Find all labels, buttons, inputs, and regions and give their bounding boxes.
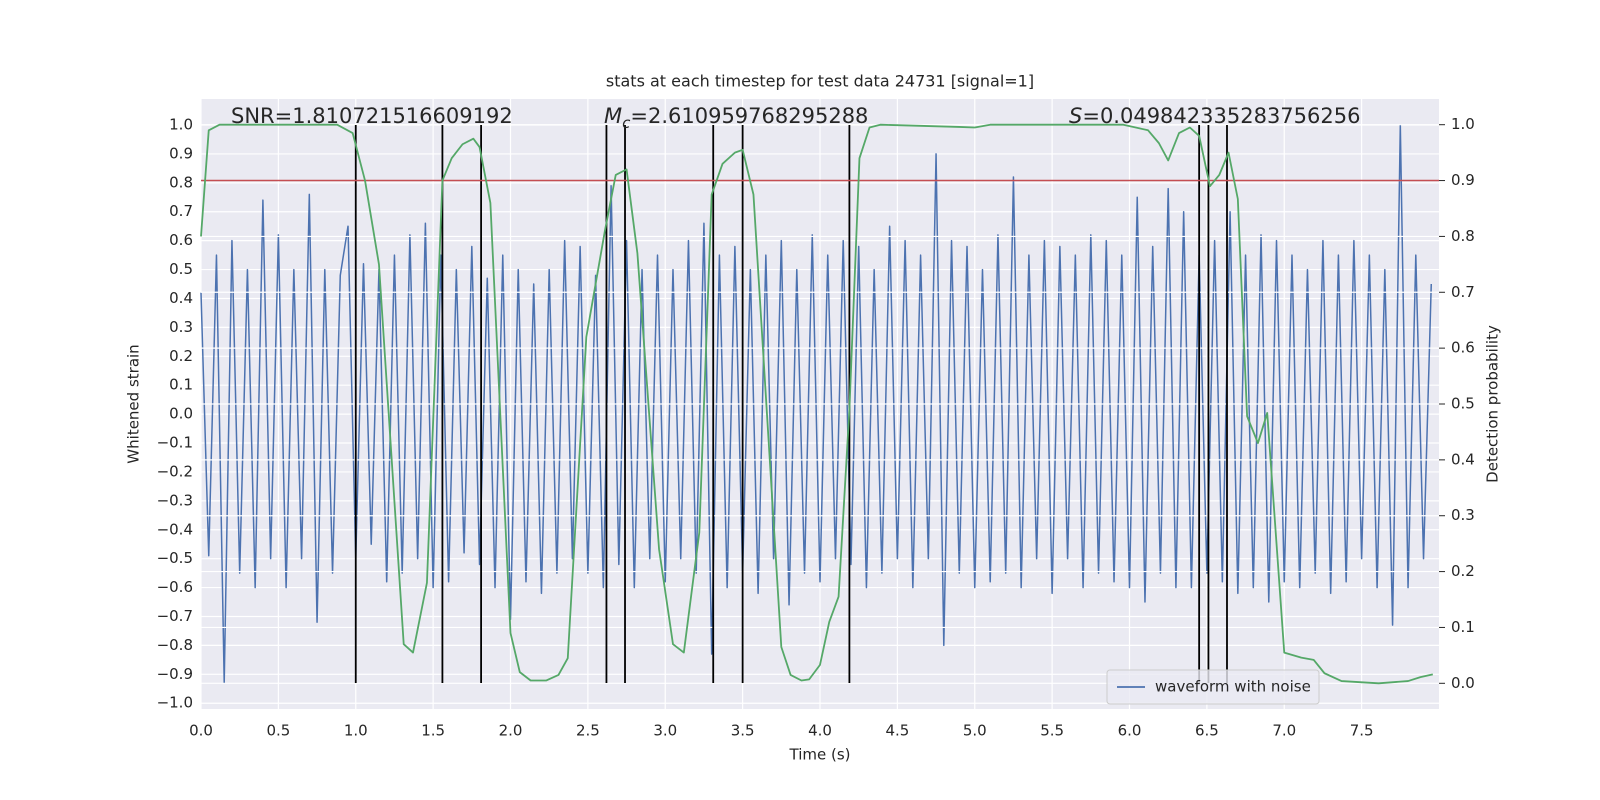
annotation: Mc=2.610959768295288 xyxy=(604,104,868,132)
y2-tick-label: 0.6 xyxy=(1451,339,1475,357)
y-tick-label: 1.0 xyxy=(169,116,193,134)
y2-tick-label: 0.3 xyxy=(1451,506,1475,524)
y-tick-label: −0.2 xyxy=(157,462,193,480)
y-tick-label: 0.2 xyxy=(169,347,193,365)
x-tick-label: 0.0 xyxy=(189,722,213,740)
annotation-label: SNR xyxy=(231,104,275,128)
y-tick-label: 0.4 xyxy=(169,289,193,307)
x-tick-label: 1.0 xyxy=(344,722,368,740)
y-axis-label: Whitened strain xyxy=(125,344,143,463)
legend: waveform with noise xyxy=(1106,669,1320,705)
y-tick-label: −0.7 xyxy=(157,607,193,625)
x-tick-label: 1.5 xyxy=(421,722,445,740)
y-tick-label: 0.7 xyxy=(169,202,193,220)
x-tick-label: 2.5 xyxy=(576,722,600,740)
y-tick-label: −0.8 xyxy=(157,636,193,654)
x-tick-label: 5.5 xyxy=(1040,722,1064,740)
y-tick-label: 0.3 xyxy=(169,318,193,336)
x-tick-label: 0.5 xyxy=(266,722,290,740)
legend-box xyxy=(1106,669,1320,705)
y-tick-label: 0.0 xyxy=(169,405,193,423)
y-tick-label: 0.5 xyxy=(169,260,193,278)
y-tick-label: −1.0 xyxy=(157,694,193,712)
y-tick-label: −0.1 xyxy=(157,434,193,452)
x-tick-label: 6.5 xyxy=(1195,722,1219,740)
y-tick-label: −0.3 xyxy=(157,491,193,509)
y-tick-label: −0.5 xyxy=(157,549,193,567)
annotation-value: =2.610959768295288 xyxy=(630,104,868,128)
legend-label: waveform with noise xyxy=(1155,678,1311,696)
y-tick-label: 0.9 xyxy=(169,144,193,162)
x-tick-label: 7.0 xyxy=(1272,722,1296,740)
axes xyxy=(200,99,1439,709)
annotation: S=0.049842335283756256 xyxy=(1069,104,1360,128)
y-tick-label: −0.6 xyxy=(157,578,193,596)
annotation-label: S xyxy=(1069,104,1082,128)
annotation-subscript: c xyxy=(622,114,631,132)
y2-tick-label: 0.1 xyxy=(1451,618,1475,636)
y-tick-label: 0.1 xyxy=(169,376,193,394)
x-tick-label: 7.5 xyxy=(1350,722,1374,740)
x-tick-label: 5.0 xyxy=(963,722,987,740)
x-axis-label: Time (s) xyxy=(789,746,851,764)
y2-tick-label: 0.4 xyxy=(1451,450,1475,468)
annotation-value: =0.049842335283756256 xyxy=(1082,104,1360,128)
y2-tick-label: 0.9 xyxy=(1451,171,1475,189)
y2-tick-label: 0.8 xyxy=(1451,227,1475,245)
x-tick-label: 4.5 xyxy=(885,722,909,740)
y-tick-label: −0.9 xyxy=(157,665,193,683)
y2-tick-label: 0.7 xyxy=(1451,283,1475,301)
annotation-label: M xyxy=(604,104,622,128)
x-tick-label: 6.0 xyxy=(1118,722,1142,740)
annotation: SNR=1.810721516609192 xyxy=(231,104,513,128)
y2-tick-label: 1.0 xyxy=(1451,115,1475,133)
y-tick-label: −0.4 xyxy=(157,520,193,538)
x-tick-label: 4.0 xyxy=(808,722,832,740)
y2-tick-label: 0.0 xyxy=(1451,674,1475,692)
y-tick-label: 0.6 xyxy=(169,231,193,249)
y2-tick-label: 0.5 xyxy=(1451,395,1475,413)
annotation-value: =1.810721516609192 xyxy=(275,104,513,128)
x-tick-label: 2.0 xyxy=(499,722,523,740)
chart-title: stats at each timestep for test data 247… xyxy=(606,72,1034,91)
series-line xyxy=(200,123,1434,685)
y-tick-label: 0.8 xyxy=(169,173,193,191)
y2-axis-label: Detection probability xyxy=(1484,325,1502,483)
x-tick-label: 3.5 xyxy=(731,722,755,740)
x-tick-label: 3.0 xyxy=(653,722,677,740)
y2-tick-label: 0.2 xyxy=(1451,562,1475,580)
